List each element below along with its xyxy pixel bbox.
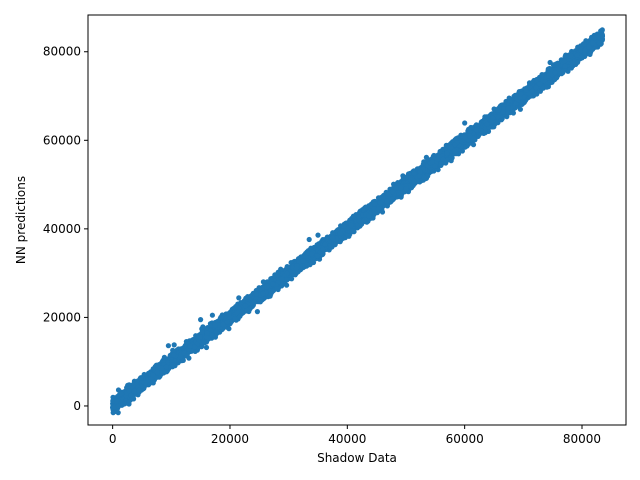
scatter-point	[260, 279, 266, 285]
scatter-points	[110, 27, 606, 416]
